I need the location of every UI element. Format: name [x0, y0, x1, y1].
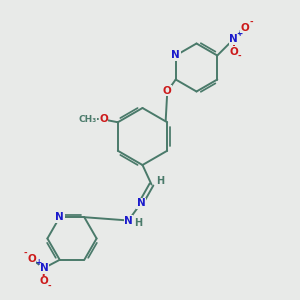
Text: H: H: [134, 218, 142, 228]
Text: -: -: [249, 18, 253, 27]
Text: N: N: [136, 198, 146, 208]
Text: N: N: [230, 34, 238, 44]
Text: H: H: [156, 176, 164, 187]
Text: N: N: [171, 50, 180, 61]
Text: O: O: [241, 22, 250, 33]
Text: O: O: [39, 276, 48, 286]
Text: O: O: [99, 114, 108, 124]
Text: -: -: [47, 282, 51, 291]
Text: N: N: [40, 263, 49, 273]
Text: -: -: [24, 249, 27, 258]
Text: O: O: [27, 254, 36, 264]
Text: N: N: [55, 212, 64, 222]
Text: +: +: [237, 29, 243, 38]
Text: O: O: [163, 86, 172, 96]
Text: N: N: [124, 215, 133, 226]
Text: O: O: [230, 46, 238, 57]
Text: -: -: [237, 52, 241, 61]
Text: +: +: [35, 258, 41, 267]
Text: CH₃: CH₃: [79, 115, 97, 124]
